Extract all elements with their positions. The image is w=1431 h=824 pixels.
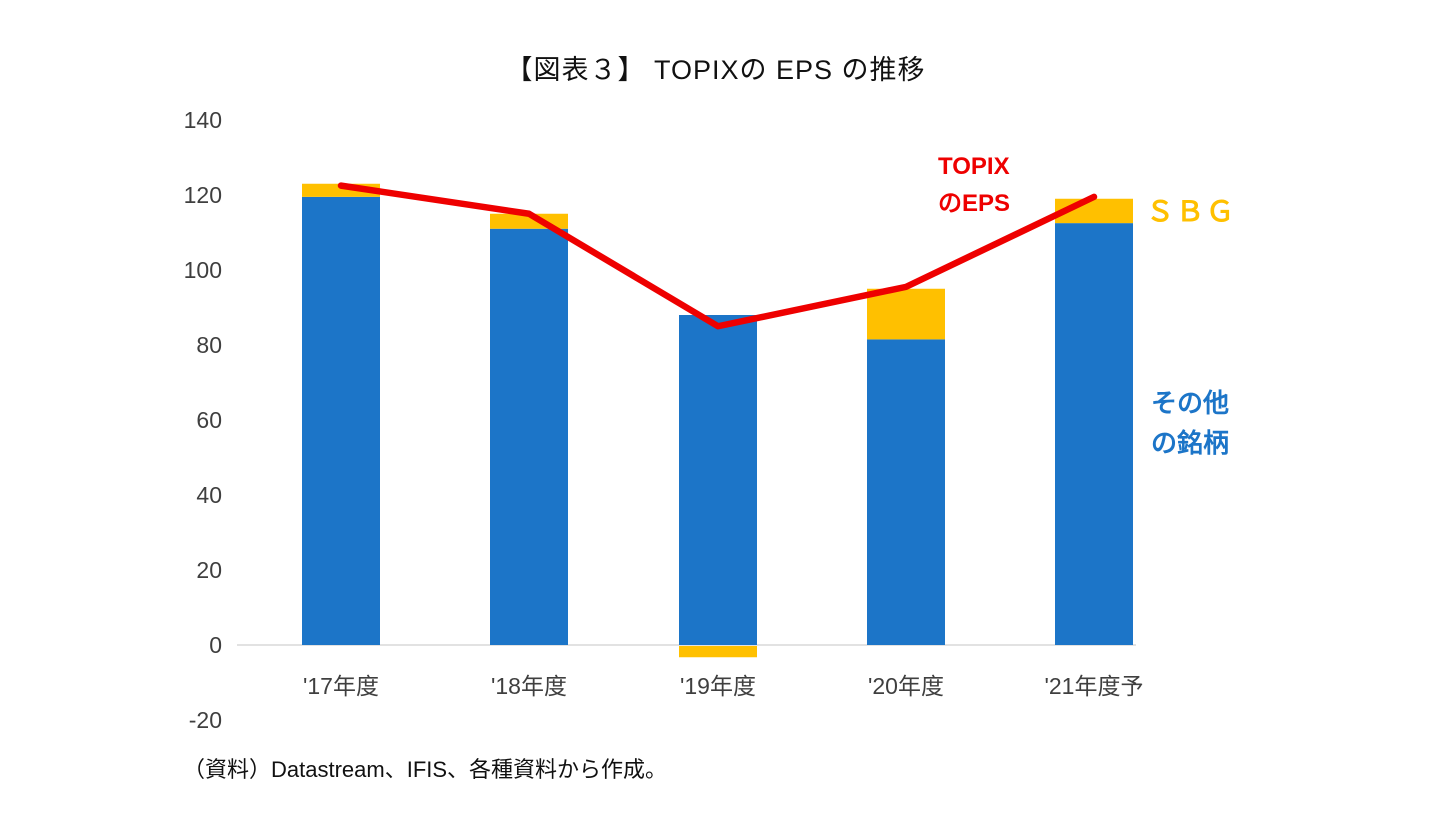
line-series-label-line1: TOPIX: [938, 153, 1010, 180]
y-tick-label: 120: [184, 182, 222, 208]
other-series-label-line2: の銘柄: [1151, 428, 1230, 459]
other-series-label: その他 の銘柄: [1151, 383, 1229, 464]
bar-other-0: [302, 196, 380, 645]
x-category-label: '17年度: [303, 673, 379, 699]
x-category-label: '21年度予: [1045, 673, 1144, 699]
bar-other-2: [679, 315, 757, 645]
x-category-label: '18年度: [491, 673, 567, 699]
topix-eps-line: [337, 182, 1098, 330]
line-series-label: TOPIX のEPS: [938, 148, 1010, 222]
y-tick-label: 40: [196, 482, 222, 508]
y-tick-label: 140: [184, 107, 222, 133]
other-series-label-line1: その他: [1151, 388, 1230, 418]
bar-sbg-2: [679, 646, 757, 658]
bar-other-1: [490, 228, 568, 645]
y-tick-label: 20: [196, 557, 222, 583]
x-category-label: '20年度: [868, 673, 944, 699]
y-tick-label: 60: [196, 407, 222, 433]
bar-other-3: [867, 339, 945, 645]
y-tick-label: -20: [189, 707, 222, 733]
source-note: （資料）Datastream、IFIS、各種資料から作成。: [183, 757, 668, 782]
y-tick-label: 0: [209, 632, 222, 658]
bar-other-4: [1055, 223, 1133, 645]
y-tick-label: 100: [184, 257, 222, 283]
bar-sbg-3: [867, 288, 945, 340]
chart-title: 【図表３】 TOPIXの EPS の推移: [505, 55, 926, 85]
x-category-label: '19年度: [680, 673, 756, 699]
sbg-series-label: ＳＢＧ: [1146, 196, 1237, 227]
line-series-label-line2: のEPS: [938, 190, 1011, 218]
y-tick-label: 80: [196, 332, 222, 358]
